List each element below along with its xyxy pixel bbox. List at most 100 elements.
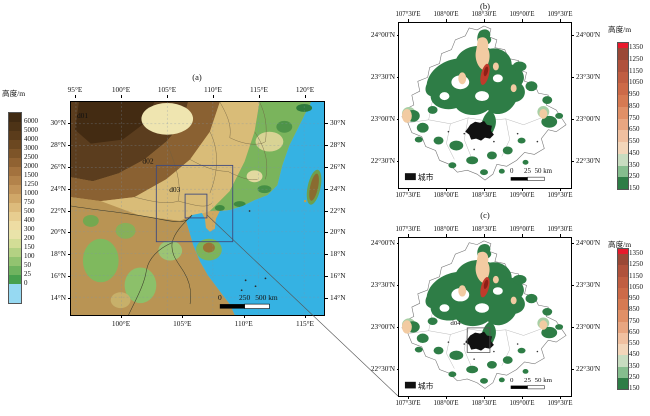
colorbar-segment — [618, 142, 628, 154]
lat-tick-label: 20°N — [325, 227, 360, 237]
colorbar-a-value: 6000 — [24, 117, 38, 125]
lat-tick-label: 18°N — [325, 249, 360, 259]
panel-a-lon-bottom: 100°E 105°E 110°E 115°E — [98, 315, 328, 328]
colorbar-a-value: 5000 — [24, 126, 38, 134]
colorbar-c-value: 650 — [629, 327, 640, 336]
colorbar-c-value: 150 — [629, 384, 640, 392]
colorbar-segment — [618, 344, 628, 356]
colorbar-a-value: 300 — [24, 225, 35, 233]
domain-box-d04 — [466, 327, 491, 353]
lat-tick-label: 23°30'N — [358, 280, 400, 290]
lat-tick-label: 22°N — [40, 206, 71, 216]
lat-tick-label: 16°N — [325, 271, 360, 281]
lon-tick-label: 108°00'E — [427, 396, 465, 407]
panel-c-lon-bottom: 107°30'E 108°00'E 108°30'E 109°00'E 109°30'E — [389, 396, 579, 407]
lat-tick-label: 28°N — [325, 140, 360, 150]
colorbar-segment — [9, 131, 21, 140]
panel-a-lat-right: 30°N 28°N 26°N 24°N 22°N 20°N 18°N 16°N 14°N — [325, 118, 360, 303]
colorbar-a-value: 150 — [24, 243, 35, 251]
colorbar-segment — [9, 230, 21, 239]
colorbar-segment — [9, 284, 21, 303]
colorbar-segment — [9, 221, 21, 230]
colorbar-a-values: 6000 5000 4000 3000 2500 2000 1500 1250 1000 750 5… — [24, 117, 48, 287]
colorbar-c-value: 450 — [629, 350, 640, 359]
lat-tick-label: 23°00'N — [358, 114, 400, 124]
colorbar-b-value: 1250 — [629, 54, 643, 63]
lon-tick-label: 109°00'E — [503, 226, 541, 237]
colorbar-a-value: 400 — [24, 216, 35, 224]
colorbar-segment — [618, 254, 628, 266]
lat-tick-label: 18°N — [40, 249, 71, 259]
colorbar-segment — [618, 59, 628, 72]
colorbar-segment — [618, 265, 628, 277]
colorbar-segment — [618, 165, 628, 178]
lat-tick-label: 16°N — [40, 271, 71, 281]
colorbar-a-value: 200 — [24, 234, 35, 242]
domain-label-d02: d02 — [142, 156, 153, 165]
lat-tick-label: 23°30'N — [358, 72, 400, 82]
colorbar-b-value: 1150 — [629, 66, 643, 75]
panel-c-map: d04 — [398, 237, 572, 397]
lon-tick-label: 105°E — [159, 315, 205, 328]
lat-tick-label: 24°N — [325, 184, 360, 194]
lat-tick-label: 14°N — [325, 293, 360, 303]
colorbar-segment — [9, 176, 21, 185]
lon-tick-label: 95°E — [52, 85, 98, 98]
svg-text:0: 0 — [218, 293, 222, 302]
domain-label-d03: d03 — [169, 185, 180, 194]
lon-tick-label: 108°30'E — [465, 226, 503, 237]
colorbar-segment — [9, 275, 21, 284]
colorbar-a-value: 2000 — [24, 162, 38, 170]
panel-c-lon-top: 107°30'E 108°00'E 108°30'E 109°00'E 109°30'E — [389, 226, 579, 237]
colorbar-b-value: 250 — [629, 172, 640, 181]
colorbar-segment — [9, 239, 21, 248]
lon-tick-label: 105°E — [144, 85, 190, 98]
lat-tick-label: 30°N — [40, 118, 71, 128]
panel-a-lat-left: 30°N 28°N 26°N 24°N 22°N 20°N 18°N 16°N 14°N — [40, 118, 71, 303]
panel-c-lat-right: 24°00'N 23°30'N 23°00'N 22°30'N — [571, 238, 610, 374]
colorbar-c-value: 1050 — [629, 282, 643, 291]
lat-tick-label: 24°00'N — [358, 30, 400, 40]
lon-tick-label: 108°30'E — [465, 396, 503, 407]
lat-tick-label: 26°N — [325, 162, 360, 172]
lat-tick-label: 20°N — [40, 227, 71, 237]
colorbar-a-value: 1000 — [24, 189, 38, 197]
domain-label-d01: d01 — [77, 111, 88, 120]
colorbar-a — [8, 112, 22, 304]
colorbar-segment — [618, 106, 628, 119]
colorbar-segment — [618, 276, 628, 288]
lon-tick-label: 108°30'E — [465, 188, 503, 199]
colorbar-a-title: 高度/m — [2, 89, 26, 98]
colorbar-segment — [618, 310, 628, 322]
lon-tick-label: 110°E — [221, 315, 267, 328]
colorbar-b-value: 750 — [629, 113, 640, 122]
lat-tick-label: 23°30'N — [571, 280, 610, 290]
colorbar-segment — [9, 212, 21, 221]
colorbar-a-value: 4000 — [24, 135, 38, 143]
lon-tick-label: 108°00'E — [427, 188, 465, 199]
colorbar-c — [617, 248, 629, 390]
colorbar-b-value: 1050 — [629, 78, 643, 87]
lat-tick-label: 30°N — [325, 118, 360, 128]
domain-box-d02 — [155, 164, 234, 243]
lat-tick-label: 26°N — [40, 162, 71, 172]
colorbar-c-value: 550 — [629, 339, 640, 347]
colorbar-segment — [9, 113, 21, 122]
lat-tick-label: 22°30'N — [358, 364, 400, 374]
lat-tick-label: 22°30'N — [571, 364, 610, 374]
colorbar-a-value: 500 — [24, 207, 35, 215]
panel-b-lat-left: 24°00'N 23°30'N 23°00'N 22°30'N — [358, 30, 400, 166]
lon-tick-label: 109°30'E — [541, 396, 579, 407]
panel-b-lon-bottom: 107°30'E 108°00'E 108°30'E 109°00'E 109°30'E — [389, 188, 579, 199]
colorbar-segment — [618, 177, 628, 189]
panel-a-map: d01 d02 d03 0 250 500 km — [70, 101, 325, 316]
colorbar-segment — [9, 167, 21, 176]
lat-tick-label: 23°00'N — [571, 322, 610, 332]
svg-text:250: 250 — [239, 293, 250, 302]
colorbar-b-value: 350 — [629, 160, 640, 169]
lon-tick-label: 109°30'E — [541, 11, 579, 22]
svg-text:500 km: 500 km — [255, 293, 278, 302]
colorbar-c-values: 1350 1250 1150 1050 950 850 750 650 550 450 350 250… — [629, 249, 649, 392]
colorbar-b-values: 1350 1250 1150 1050 950 850 750 650 550 450 350 250… — [629, 43, 649, 192]
panel-b-map — [398, 22, 572, 189]
